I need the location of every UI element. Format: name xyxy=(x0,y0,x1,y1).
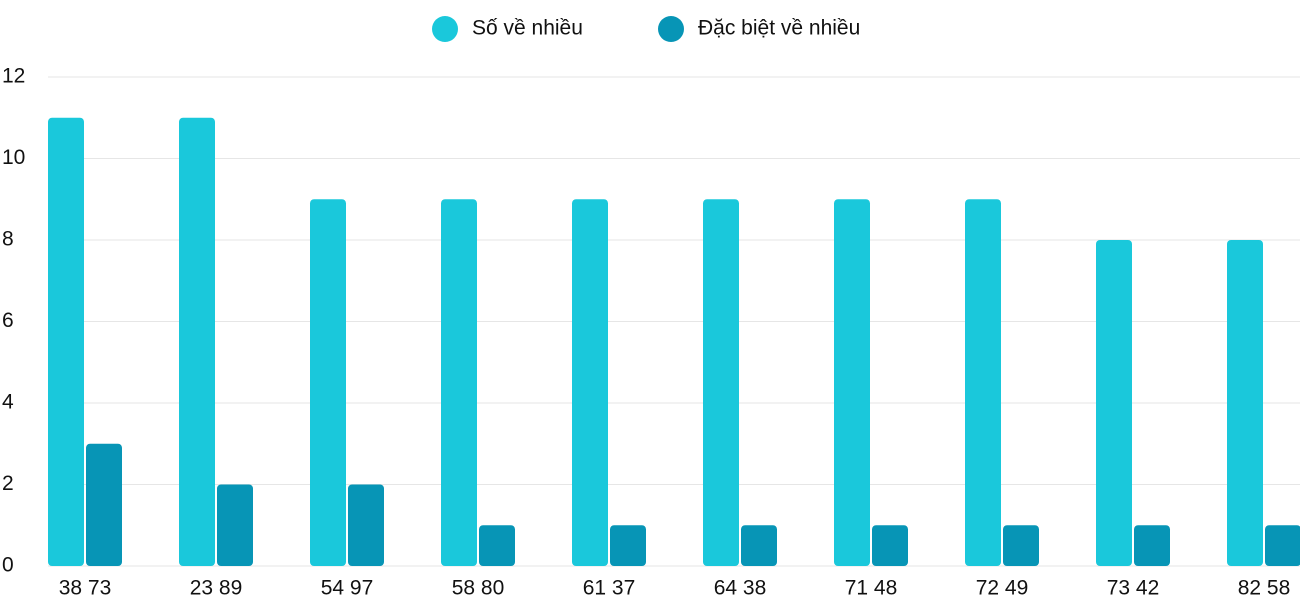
y-tick-label: 4 xyxy=(2,391,14,414)
bar xyxy=(1227,240,1263,566)
bar xyxy=(441,199,477,566)
bar xyxy=(1096,240,1132,566)
y-tick-label: 12 xyxy=(2,65,25,88)
legend-label: Đặc biệt về nhiều xyxy=(698,17,860,40)
bar xyxy=(310,199,346,566)
x-tick-label: 73 42 xyxy=(1107,577,1160,600)
bar xyxy=(834,199,870,566)
bar xyxy=(872,525,908,566)
x-tick-label: 64 38 xyxy=(714,577,767,600)
bar xyxy=(48,117,84,566)
x-tick-label: 38 73 xyxy=(59,577,112,600)
bar xyxy=(572,199,608,566)
bar xyxy=(965,199,1001,566)
bar xyxy=(1134,525,1170,566)
bar xyxy=(1003,525,1039,566)
y-tick-label: 0 xyxy=(2,554,14,577)
bar xyxy=(703,199,739,566)
bar xyxy=(217,484,253,566)
legend-swatch xyxy=(432,16,458,42)
x-tick-label: 82 58 xyxy=(1238,577,1291,600)
bar xyxy=(741,525,777,566)
legend-swatch xyxy=(658,16,684,42)
x-tick-label: 71 48 xyxy=(845,577,898,600)
bar xyxy=(479,525,515,566)
bar xyxy=(348,484,384,566)
y-tick-label: 6 xyxy=(2,309,14,332)
bar xyxy=(86,443,122,566)
x-tick-label: 61 37 xyxy=(583,577,636,600)
y-tick-label: 2 xyxy=(2,472,14,495)
x-tick-label: 58 80 xyxy=(452,577,505,600)
x-tick-label: 72 49 xyxy=(976,577,1029,600)
bar xyxy=(1265,525,1300,566)
bar xyxy=(610,525,646,566)
bar xyxy=(179,117,215,566)
x-tick-label: 23 89 xyxy=(190,577,243,600)
y-tick-label: 10 xyxy=(2,146,25,169)
legend-label: Số về nhiều xyxy=(472,17,583,40)
y-tick-label: 8 xyxy=(2,228,14,251)
x-tick-label: 54 97 xyxy=(321,577,374,600)
